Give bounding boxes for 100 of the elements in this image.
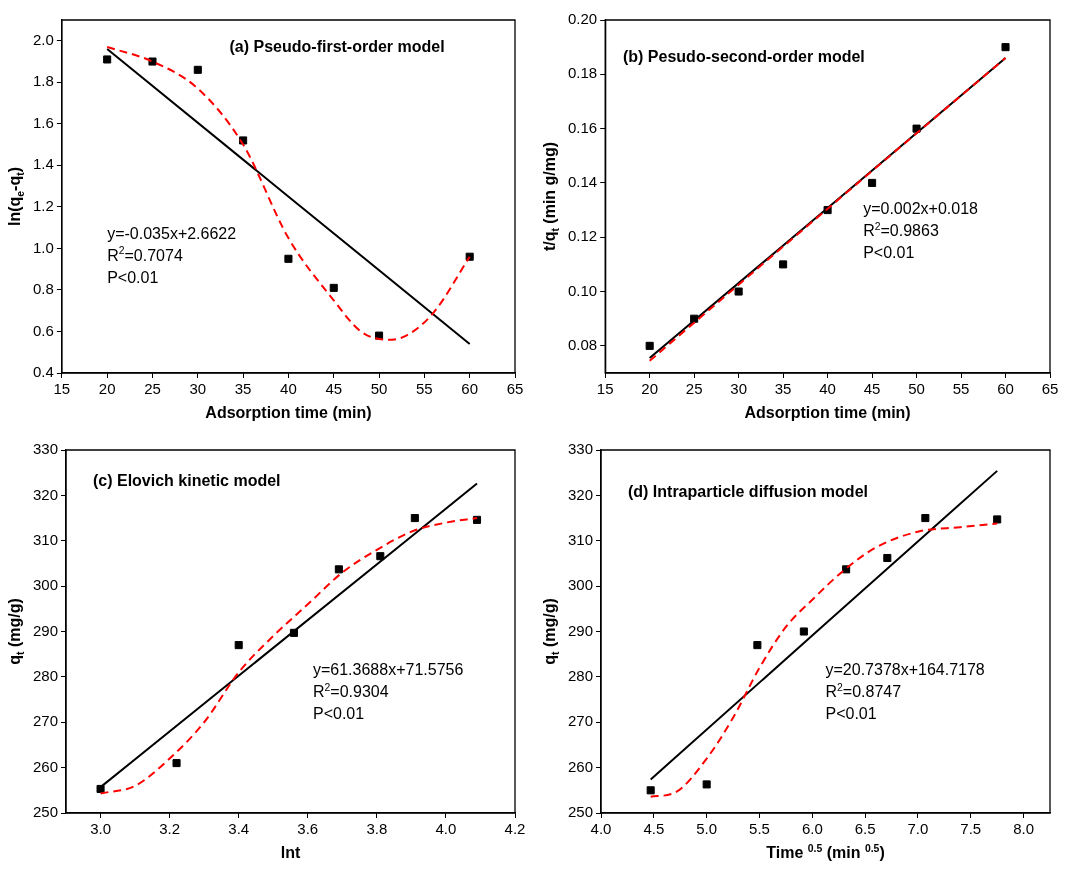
point bbox=[993, 515, 1002, 524]
x-tick-label: 30 bbox=[189, 380, 207, 398]
y-tick-label: 1.8 bbox=[32, 72, 54, 90]
y-axis-title: qt (mg/g) bbox=[6, 598, 26, 665]
y-axis-title: qt (mg/g) bbox=[541, 598, 561, 665]
point bbox=[410, 514, 419, 523]
y-tick-label: 290 bbox=[568, 621, 594, 639]
text: (d) Intraparticle diffusion model bbox=[627, 483, 868, 501]
annotation: y=-0.035x+2.6622 bbox=[107, 224, 237, 242]
y-tick-label: 330 bbox=[33, 440, 59, 458]
y-tick-label: 0.08 bbox=[567, 335, 598, 353]
text: (a) Pseudo-first-order model bbox=[229, 37, 445, 55]
x-tick-label: 60 bbox=[461, 380, 479, 398]
x-tick-label: 4.0 bbox=[435, 820, 457, 838]
point bbox=[329, 283, 338, 292]
point bbox=[799, 627, 808, 636]
y-tick-label: 0.18 bbox=[567, 64, 598, 82]
y-tick-label: 1.0 bbox=[32, 238, 54, 256]
y-tick-label: 320 bbox=[33, 485, 59, 503]
x-tick-label: 4.2 bbox=[504, 820, 526, 838]
y-tick-label: 1.4 bbox=[32, 155, 54, 173]
x-axis-title: lnt bbox=[280, 844, 301, 861]
y-tick-label: 270 bbox=[568, 712, 594, 730]
x-tick-label: 50 bbox=[370, 380, 388, 398]
x-tick-label: 30 bbox=[730, 380, 747, 398]
x-tick-label: 15 bbox=[596, 380, 614, 398]
y-tick-label: 320 bbox=[568, 485, 594, 503]
annotation: P<0.01 bbox=[312, 705, 365, 723]
x-tick-label: 3.6 bbox=[297, 820, 319, 838]
x-tick-label: 50 bbox=[908, 380, 925, 398]
x-tick-label: 65 bbox=[1041, 380, 1059, 398]
x-tick-label: 8.0 bbox=[1013, 820, 1035, 838]
point bbox=[96, 784, 105, 793]
y-tick-label: 0.8 bbox=[32, 280, 54, 298]
point bbox=[103, 55, 112, 64]
x-tick-label: 4.0 bbox=[590, 820, 612, 838]
annotation: y=0.002x+0.018 bbox=[863, 200, 979, 218]
x-tick-label: 35 bbox=[234, 380, 252, 398]
text: (c) Elovich kinetic model bbox=[92, 472, 281, 490]
y-tick-label: 0.10 bbox=[567, 281, 598, 299]
point bbox=[234, 641, 243, 650]
point bbox=[646, 786, 655, 795]
y-tick-label: 2.0 bbox=[32, 30, 54, 48]
point bbox=[734, 287, 743, 296]
x-tick-label: 35 bbox=[774, 380, 792, 398]
x-tick-label: 7.0 bbox=[907, 820, 929, 838]
y-tick-label: 1.2 bbox=[32, 197, 54, 215]
x-tick-label: 15 bbox=[53, 380, 71, 398]
x-tick-label: 45 bbox=[863, 380, 881, 398]
point bbox=[883, 553, 892, 563]
y-tick-label: 310 bbox=[568, 530, 594, 548]
annotation: P<0.01 bbox=[107, 268, 159, 286]
x-tick-label: 6.5 bbox=[854, 820, 876, 838]
text: (b) Pesudo-second-order model bbox=[622, 48, 865, 66]
point bbox=[376, 552, 385, 561]
x-tick-label: 20 bbox=[98, 380, 116, 398]
y-tick-label: 0.12 bbox=[567, 227, 598, 245]
point bbox=[779, 260, 788, 269]
y-axis-title: ln(qe-qt) bbox=[6, 167, 26, 226]
point bbox=[645, 341, 654, 350]
y-tick-label: 260 bbox=[33, 757, 59, 775]
y-tick-label: 250 bbox=[33, 803, 59, 821]
x-tick-label: 40 bbox=[280, 380, 297, 398]
x-tick-label: 3.8 bbox=[366, 820, 388, 838]
y-tick-label: 0.20 bbox=[567, 10, 598, 28]
point bbox=[753, 641, 762, 650]
y-tick-label: 250 bbox=[568, 803, 594, 821]
x-axis-title: Adsorption time (min) bbox=[205, 404, 372, 421]
x-tick-label: 7.5 bbox=[960, 820, 982, 838]
point bbox=[284, 254, 293, 263]
y-tick-label: 290 bbox=[33, 621, 59, 639]
y-tick-label: 300 bbox=[568, 576, 594, 594]
annotation: P<0.01 bbox=[863, 244, 915, 262]
point bbox=[868, 178, 877, 187]
y-axis-title: t/qt (min g/mg) bbox=[541, 141, 561, 252]
annotation: y=61.3688x+71.5756 bbox=[312, 661, 464, 679]
x-tick-label: 5.5 bbox=[749, 820, 770, 838]
point bbox=[148, 57, 157, 66]
y-tick-label: 310 bbox=[33, 530, 59, 548]
x-tick-label: 40 bbox=[819, 380, 836, 398]
y-tick-label: 300 bbox=[33, 576, 59, 594]
point bbox=[1001, 43, 1010, 52]
point bbox=[193, 65, 202, 74]
annotation: y=20.7378x+164.7178 bbox=[825, 661, 985, 679]
annotation: P<0.01 bbox=[825, 705, 877, 723]
point bbox=[921, 514, 930, 523]
y-tick-label: 260 bbox=[568, 757, 594, 775]
x-tick-label: 25 bbox=[144, 380, 161, 398]
x-tick-label: 3.0 bbox=[90, 820, 111, 838]
x-tick-label: 6.0 bbox=[801, 820, 823, 838]
x-tick-label: 45 bbox=[325, 380, 343, 398]
y-tick-label: 0.4 bbox=[32, 363, 54, 381]
point bbox=[172, 759, 181, 768]
x-tick-label: 4.5 bbox=[643, 820, 665, 838]
x-tick-label: 25 bbox=[685, 380, 703, 398]
y-tick-label: 330 bbox=[568, 440, 594, 458]
x-tick-label: 3.4 bbox=[228, 820, 250, 838]
x-tick-label: 60 bbox=[997, 380, 1014, 398]
x-tick-label: 55 bbox=[416, 380, 433, 398]
x-axis-title: Adsorption time (min) bbox=[744, 404, 911, 421]
